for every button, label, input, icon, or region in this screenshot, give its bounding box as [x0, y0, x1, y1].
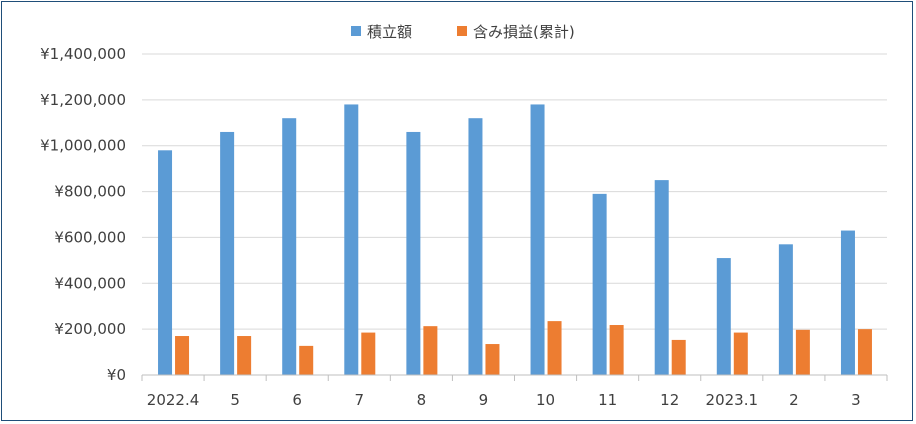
bar-tsumitate [840, 230, 855, 375]
bar-tsumitate [592, 193, 607, 375]
bar-tsumitate [344, 104, 359, 375]
x-tick-label: 9 [479, 391, 489, 409]
x-tick-label: 12 [660, 391, 679, 409]
y-tick-label: ¥1,200,000 [40, 91, 126, 109]
bar-fukumi-soneki [485, 344, 500, 375]
bar-tsumitate [158, 150, 173, 375]
bar-fukumi-soneki [237, 336, 252, 375]
x-tick-label: 3 [851, 391, 861, 409]
y-axis-ticks: ¥0 ¥200,000 ¥400,000 ¥600,000 ¥800,000 ¥1,000… [40, 45, 126, 384]
bar-tsumitate [468, 118, 483, 375]
bars [158, 104, 872, 375]
bar-tsumitate [406, 131, 421, 375]
x-tick-label: 2 [789, 391, 799, 409]
bar-fukumi-soneki [299, 345, 314, 375]
y-tick-label: ¥1,000,000 [40, 137, 126, 155]
y-tick-label: ¥1,400,000 [40, 45, 126, 63]
x-tick-label: 7 [355, 391, 365, 409]
x-tick-label: 2023.1 [706, 391, 759, 409]
x-tick-label: 2022.4 [147, 391, 200, 409]
bar-fukumi-soneki [671, 339, 686, 375]
bar-fukumi-soneki [361, 332, 376, 375]
bar-fukumi-soneki [423, 326, 438, 375]
y-tick-label: ¥400,000 [54, 274, 126, 292]
y-tick-label: ¥600,000 [54, 228, 126, 246]
x-tick-label: 8 [417, 391, 427, 409]
bar-fukumi-soneki [795, 329, 810, 375]
legend-swatch [457, 26, 467, 36]
x-tick-label: 5 [230, 391, 240, 409]
legend: 積立額 含み損益(累計) [351, 23, 575, 41]
bar-tsumitate [530, 104, 545, 375]
legend-swatch [351, 26, 361, 36]
bar-fukumi-soneki [733, 332, 748, 375]
bar-fukumi-soneki [857, 329, 872, 375]
y-tick-label: ¥0 [107, 366, 126, 384]
y-tick-label: ¥800,000 [54, 183, 126, 201]
bar-fukumi-soneki [547, 321, 562, 375]
bar-tsumitate [654, 180, 669, 375]
bar-tsumitate [716, 258, 731, 375]
bar-tsumitate [282, 118, 297, 375]
bar-tsumitate [778, 244, 793, 375]
x-axis: 2022.4 5 6 7 8 9 10 11 12 2023.1 2 3 [141, 374, 888, 409]
bar-fukumi-soneki [609, 325, 624, 375]
bar-tsumitate [220, 131, 235, 375]
y-tick-label: ¥200,000 [54, 320, 126, 338]
legend-label: 積立額 [367, 23, 412, 41]
bar-fukumi-soneki [175, 336, 190, 375]
gridlines [142, 53, 887, 330]
x-tick-label: 10 [536, 391, 555, 409]
legend-label: 含み損益(累計) [473, 23, 575, 41]
x-tick-label: 6 [292, 391, 302, 409]
x-tick-label: 11 [598, 391, 617, 409]
